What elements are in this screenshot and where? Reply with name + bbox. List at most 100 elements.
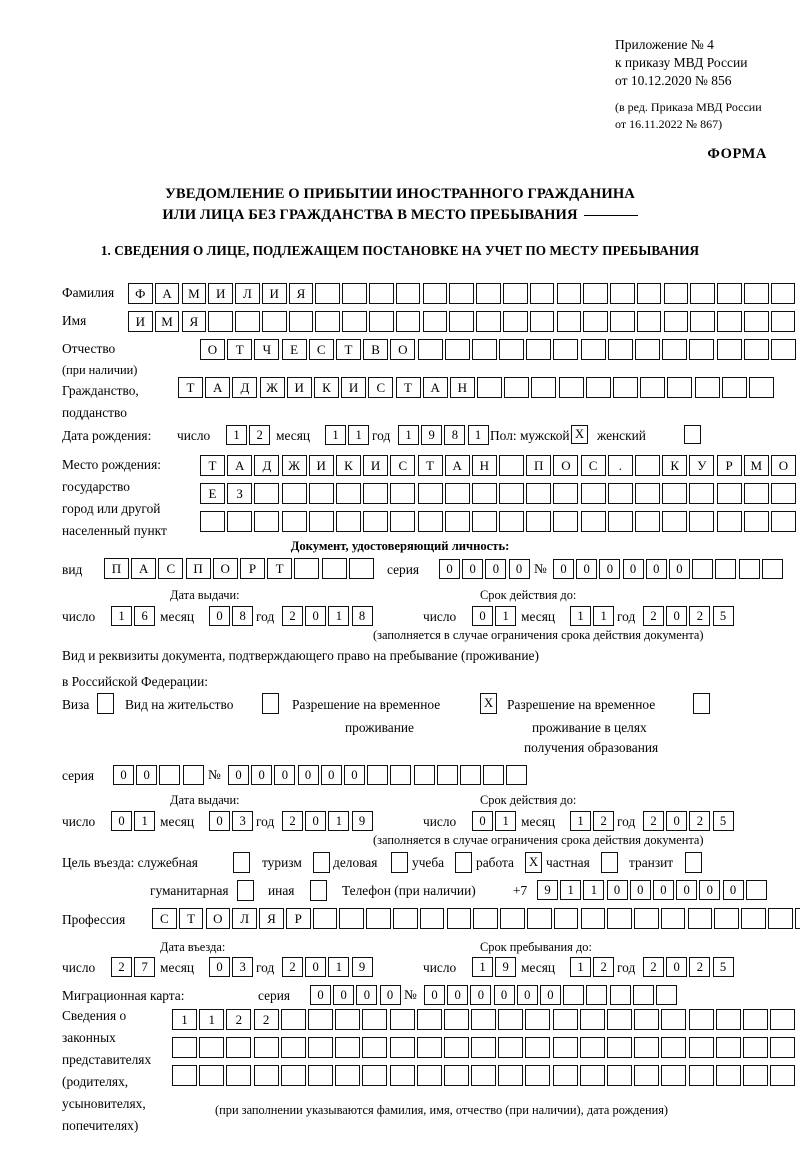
temp-edu-checkbox[interactable] bbox=[693, 693, 710, 714]
char-cell[interactable] bbox=[716, 339, 742, 360]
char-cell[interactable]: 1 bbox=[134, 811, 156, 831]
char-cell[interactable]: 0 bbox=[576, 559, 598, 579]
char-cell[interactable] bbox=[254, 483, 280, 504]
char-cell[interactable] bbox=[579, 1037, 605, 1058]
char-cell[interactable]: 2 bbox=[253, 1009, 279, 1030]
visa-checkbox[interactable] bbox=[97, 693, 114, 714]
char-cell[interactable] bbox=[715, 559, 737, 579]
char-cell[interactable] bbox=[558, 377, 584, 398]
char-cell[interactable]: К bbox=[335, 455, 361, 476]
char-cell[interactable]: Ж bbox=[259, 377, 285, 398]
char-cell[interactable] bbox=[689, 339, 715, 360]
char-cell[interactable] bbox=[419, 908, 445, 929]
char-cell[interactable]: П bbox=[526, 455, 552, 476]
char-cell[interactable] bbox=[172, 1037, 197, 1058]
char-cell[interactable] bbox=[556, 283, 582, 304]
char-cell[interactable] bbox=[770, 339, 796, 360]
char-cell[interactable]: 2 bbox=[689, 957, 711, 977]
char-cell[interactable] bbox=[636, 311, 662, 332]
char-cell[interactable] bbox=[662, 483, 688, 504]
char-cell[interactable] bbox=[770, 1009, 796, 1030]
purpose-transit-checkbox[interactable] bbox=[685, 852, 702, 873]
purpose-other-checkbox[interactable] bbox=[310, 880, 327, 901]
char-cell[interactable] bbox=[610, 283, 635, 304]
char-cell[interactable] bbox=[716, 483, 742, 504]
char-cell[interactable] bbox=[315, 283, 341, 304]
char-cell[interactable] bbox=[308, 511, 334, 532]
char-cell[interactable]: А bbox=[227, 455, 253, 476]
char-cell[interactable]: Р bbox=[285, 908, 311, 929]
char-cell[interactable] bbox=[369, 283, 394, 304]
char-cell[interactable] bbox=[342, 283, 367, 304]
char-cell[interactable] bbox=[498, 1065, 524, 1086]
purpose-business-checkbox[interactable] bbox=[391, 852, 408, 873]
char-cell[interactable]: 1 bbox=[226, 425, 247, 445]
char-cell[interactable]: С bbox=[152, 908, 177, 929]
char-cell[interactable]: . bbox=[607, 455, 633, 476]
char-cell[interactable] bbox=[502, 311, 528, 332]
char-cell[interactable]: Е bbox=[281, 339, 307, 360]
char-cell[interactable] bbox=[422, 283, 448, 304]
char-cell[interactable] bbox=[609, 985, 631, 1005]
char-cell[interactable]: 6 bbox=[134, 606, 156, 626]
char-cell[interactable]: 1 bbox=[348, 425, 370, 445]
char-cell[interactable]: 0 bbox=[447, 985, 469, 1005]
char-cell[interactable]: И bbox=[208, 283, 233, 304]
char-cell[interactable]: 0 bbox=[629, 880, 651, 900]
char-cell[interactable] bbox=[607, 511, 633, 532]
char-cell[interactable]: А bbox=[131, 558, 157, 579]
char-cell[interactable]: 0 bbox=[599, 559, 621, 579]
char-cell[interactable]: 0 bbox=[379, 985, 401, 1005]
char-cell[interactable] bbox=[307, 1037, 333, 1058]
char-cell[interactable] bbox=[362, 1065, 388, 1086]
char-cell[interactable]: 0 bbox=[439, 559, 460, 579]
char-cell[interactable]: 1 bbox=[472, 957, 493, 977]
char-cell[interactable]: Т bbox=[395, 377, 421, 398]
char-cell[interactable]: 2 bbox=[643, 811, 664, 831]
legal-rep-row-2[interactable] bbox=[172, 1037, 797, 1058]
char-cell[interactable] bbox=[580, 908, 606, 929]
char-cell[interactable] bbox=[767, 908, 793, 929]
char-cell[interactable] bbox=[471, 339, 497, 360]
char-cell[interactable] bbox=[742, 1037, 768, 1058]
char-cell[interactable]: А bbox=[444, 455, 470, 476]
char-cell[interactable] bbox=[443, 1009, 469, 1030]
char-cell[interactable] bbox=[635, 483, 660, 504]
purpose-official-checkbox[interactable] bbox=[233, 852, 250, 873]
char-cell[interactable]: С bbox=[368, 377, 394, 398]
char-cell[interactable]: П bbox=[185, 558, 211, 579]
char-cell[interactable] bbox=[443, 1037, 469, 1058]
char-cell[interactable] bbox=[556, 311, 582, 332]
char-cell[interactable]: 0 bbox=[606, 880, 628, 900]
char-cell[interactable] bbox=[208, 311, 233, 332]
char-cell[interactable]: А bbox=[205, 377, 231, 398]
char-cell[interactable]: 0 bbox=[666, 606, 688, 626]
char-cell[interactable] bbox=[389, 1009, 415, 1030]
char-cell[interactable]: Ж bbox=[281, 455, 307, 476]
char-cell[interactable] bbox=[395, 311, 421, 332]
purpose-study-checkbox[interactable] bbox=[455, 852, 472, 873]
char-cell[interactable]: Я bbox=[288, 283, 314, 304]
char-cell[interactable] bbox=[476, 311, 501, 332]
char-cell[interactable]: П bbox=[104, 558, 129, 579]
char-cell[interactable]: Л bbox=[235, 283, 260, 304]
char-cell[interactable] bbox=[307, 1065, 333, 1086]
char-cell[interactable] bbox=[721, 377, 747, 398]
char-cell[interactable] bbox=[348, 558, 374, 579]
char-cell[interactable] bbox=[715, 1065, 741, 1086]
char-cell[interactable] bbox=[342, 311, 367, 332]
char-cell[interactable] bbox=[471, 1009, 497, 1030]
char-cell[interactable] bbox=[200, 511, 225, 532]
char-cell[interactable]: 0 bbox=[485, 559, 507, 579]
char-cell[interactable] bbox=[366, 908, 391, 929]
